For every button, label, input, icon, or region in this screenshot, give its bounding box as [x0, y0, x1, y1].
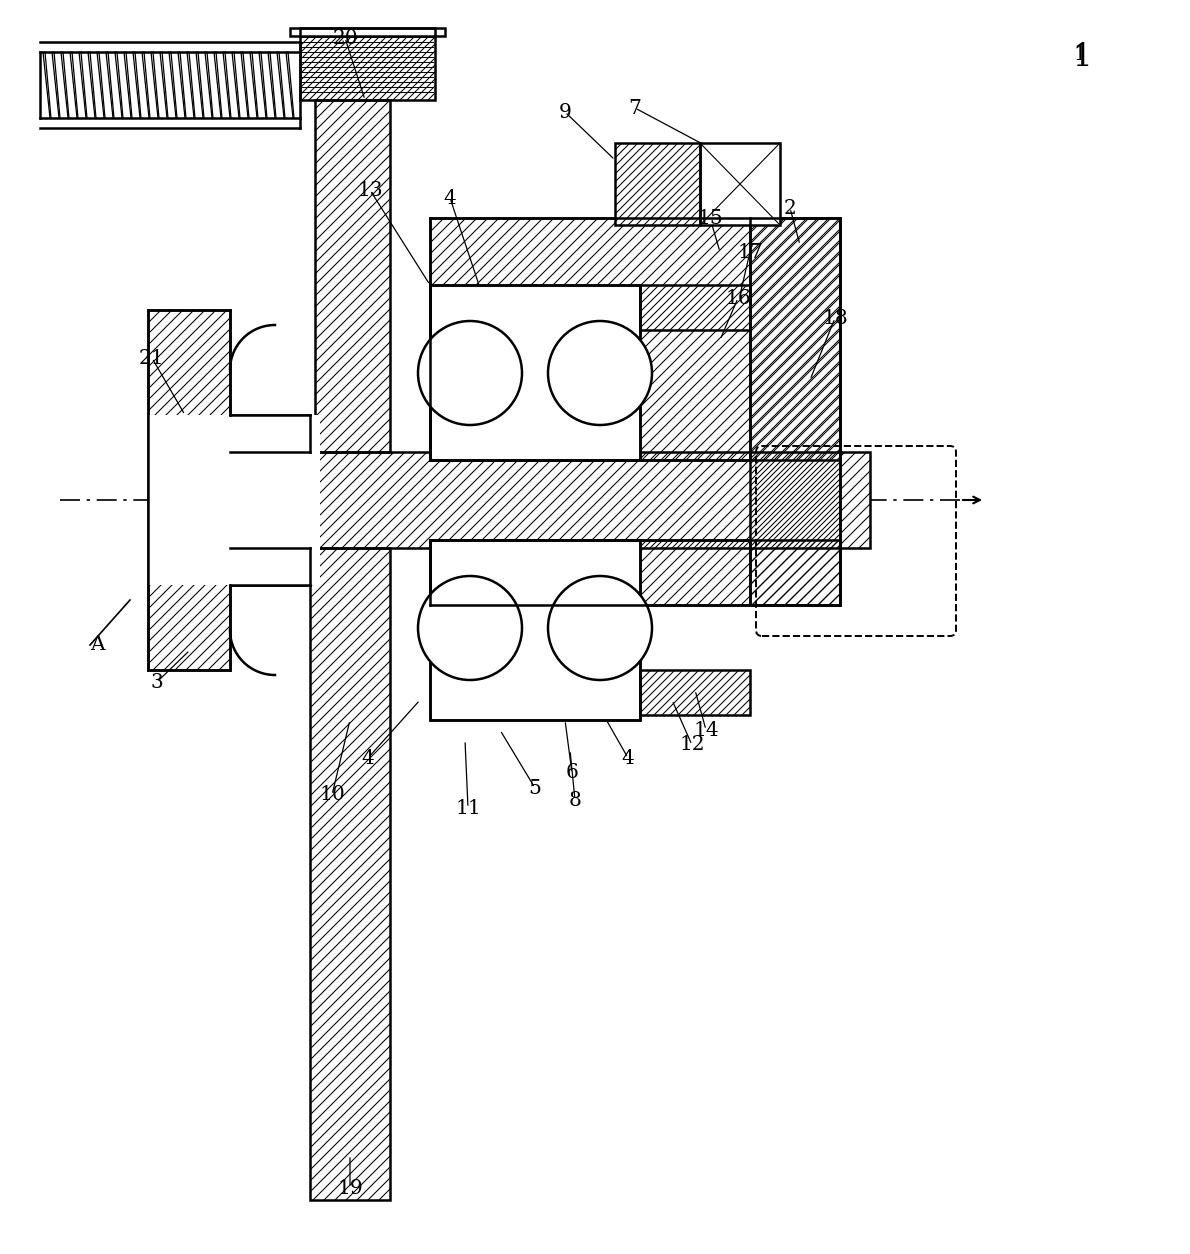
- Circle shape: [418, 321, 522, 425]
- Bar: [290, 28, 445, 36]
- Circle shape: [549, 321, 652, 425]
- Polygon shape: [430, 285, 640, 460]
- Bar: [148, 415, 320, 586]
- Text: 2: 2: [784, 198, 796, 217]
- Polygon shape: [311, 451, 870, 548]
- Text: 4: 4: [621, 749, 634, 767]
- Polygon shape: [430, 540, 640, 720]
- Text: A: A: [89, 636, 105, 655]
- Text: 21: 21: [139, 349, 164, 367]
- Text: 10: 10: [319, 785, 345, 805]
- Bar: [430, 285, 640, 460]
- Polygon shape: [315, 100, 390, 451]
- Text: 17: 17: [737, 242, 763, 262]
- Polygon shape: [430, 540, 840, 604]
- Polygon shape: [300, 28, 436, 100]
- Text: 13: 13: [357, 181, 383, 199]
- Bar: [700, 143, 779, 224]
- Text: 6: 6: [565, 764, 578, 782]
- Polygon shape: [148, 310, 230, 670]
- Circle shape: [549, 576, 652, 680]
- Polygon shape: [750, 218, 840, 604]
- Bar: [430, 540, 640, 720]
- Polygon shape: [640, 285, 750, 330]
- Text: 16: 16: [725, 288, 751, 307]
- Text: 11: 11: [455, 799, 481, 818]
- Text: 19: 19: [337, 1179, 363, 1198]
- Text: 4: 4: [444, 188, 457, 207]
- Polygon shape: [615, 143, 700, 224]
- Polygon shape: [430, 218, 840, 460]
- Text: 18: 18: [822, 308, 847, 327]
- Polygon shape: [230, 415, 311, 451]
- Text: 1: 1: [1072, 43, 1091, 74]
- Circle shape: [418, 576, 522, 680]
- Text: 1: 1: [1073, 45, 1086, 64]
- Text: 7: 7: [628, 99, 641, 118]
- Polygon shape: [640, 670, 750, 715]
- Text: 9: 9: [558, 103, 571, 122]
- Polygon shape: [311, 548, 390, 1200]
- Text: 4: 4: [362, 749, 375, 767]
- Text: 8: 8: [569, 790, 582, 810]
- Text: 5: 5: [528, 779, 541, 798]
- Text: 15: 15: [697, 208, 722, 227]
- Text: 12: 12: [679, 736, 704, 755]
- Text: 14: 14: [694, 721, 719, 740]
- Polygon shape: [230, 548, 311, 586]
- Text: 20: 20: [332, 29, 358, 48]
- Text: 3: 3: [151, 672, 163, 691]
